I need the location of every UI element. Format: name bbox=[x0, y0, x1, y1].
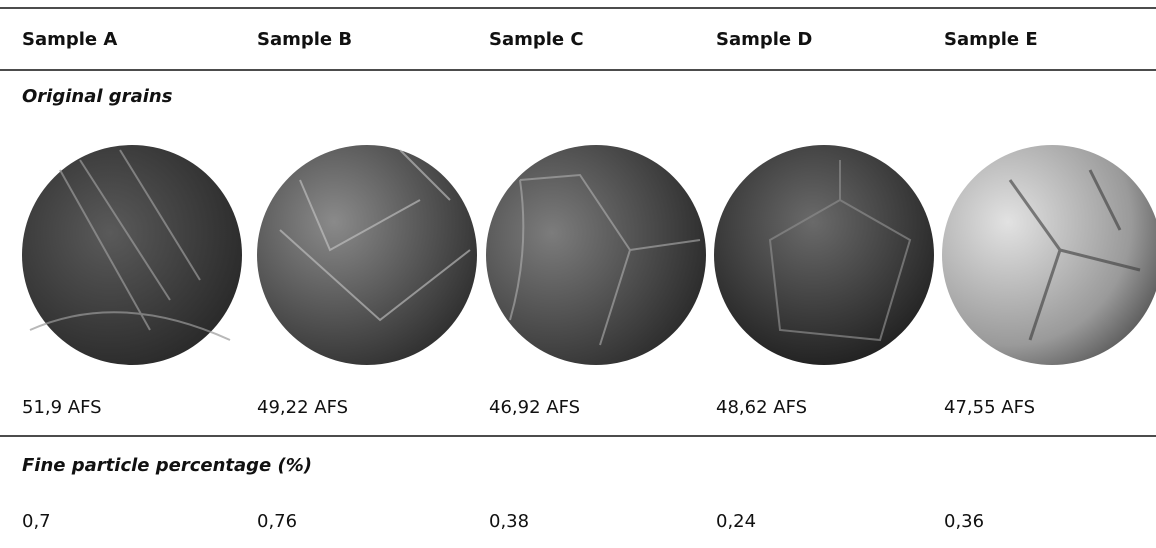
header-cell: Sample B bbox=[257, 29, 352, 50]
cell: 51,9 AFS bbox=[22, 397, 102, 418]
cell: 46,92 AFS bbox=[489, 397, 580, 418]
section-title: Fine particle percentage (%) bbox=[22, 455, 312, 476]
header-cell: Sample E bbox=[944, 29, 1038, 50]
header-cell: Sample A bbox=[22, 29, 117, 50]
cell: 48,62 AFS bbox=[716, 397, 807, 418]
grain-image bbox=[257, 145, 477, 365]
cell: 0,76 bbox=[257, 511, 297, 532]
grain-image bbox=[714, 145, 934, 365]
cell: 47,55 AFS bbox=[944, 397, 1035, 418]
cell: 49,22 AFS bbox=[257, 397, 348, 418]
section-title: Original grains bbox=[22, 86, 173, 107]
grain-image bbox=[942, 145, 1156, 365]
grain-image bbox=[486, 145, 706, 365]
header-cell: Sample C bbox=[489, 29, 584, 50]
cell: 0,24 bbox=[716, 511, 756, 532]
cell: 0,7 bbox=[22, 511, 51, 532]
cell: 0,38 bbox=[489, 511, 529, 532]
page: Sample A Sample B Sample C Sample D Sample E… bbox=[0, 0, 1156, 548]
table: Sample A Sample B Sample C Sample D Sample E… bbox=[0, 0, 1156, 548]
cell: 0,36 bbox=[944, 511, 984, 532]
header-cell: Sample D bbox=[716, 29, 812, 50]
grain-images bbox=[22, 145, 1156, 365]
